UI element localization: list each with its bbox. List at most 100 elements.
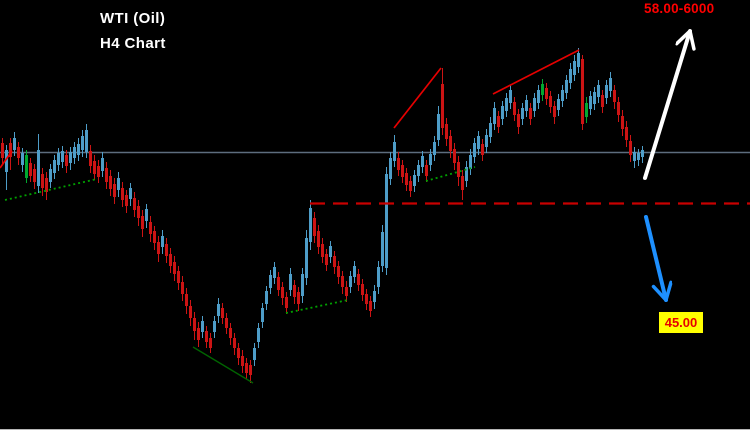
candle (429, 149, 432, 171)
candle (269, 270, 272, 294)
candle (501, 101, 504, 125)
candle (149, 216, 152, 242)
candle (601, 90, 604, 113)
candle (129, 183, 132, 206)
candle (297, 287, 300, 311)
candle (569, 63, 572, 89)
candle (417, 160, 420, 182)
candle (633, 147, 636, 168)
candle (397, 152, 400, 176)
candle (313, 212, 316, 243)
bearish-projection-arrow (644, 215, 666, 302)
candle (257, 323, 260, 348)
candle (301, 268, 304, 303)
support-price-label: 45.00 (659, 312, 703, 333)
candle (617, 97, 620, 122)
red-swing-high-trend-line (492, 49, 580, 95)
candle (89, 145, 92, 173)
candle (277, 272, 280, 296)
candle (333, 251, 336, 274)
candle (497, 111, 500, 133)
candle (541, 79, 544, 101)
candle (505, 93, 508, 117)
candle (37, 134, 40, 193)
candle (281, 282, 284, 305)
candle (609, 72, 612, 97)
candle (573, 55, 576, 81)
candle (361, 279, 364, 301)
candle (241, 350, 244, 373)
candle (465, 161, 468, 187)
candle (173, 256, 176, 281)
candle (25, 150, 28, 183)
candle (385, 167, 388, 275)
candle (221, 303, 224, 324)
candle (21, 148, 24, 172)
candle (457, 156, 460, 186)
candle (473, 138, 476, 163)
candle (305, 230, 308, 285)
candle (93, 155, 96, 180)
candle (593, 87, 596, 110)
candle (13, 132, 16, 156)
candle (553, 101, 556, 124)
candle (321, 238, 324, 263)
candle (101, 152, 104, 177)
candle (245, 358, 248, 379)
candle (229, 323, 232, 345)
candle (261, 303, 264, 328)
candle (441, 68, 444, 135)
candle (81, 130, 84, 157)
candle (425, 160, 428, 182)
candle (45, 172, 48, 200)
candle (249, 360, 252, 383)
candle (197, 322, 200, 347)
candle (641, 146, 644, 163)
candle (161, 230, 164, 254)
candle (289, 268, 292, 296)
candle (169, 248, 172, 273)
candle (125, 190, 128, 213)
candle (561, 85, 564, 107)
chart-title: WTI (Oil) H4 Chart (100, 6, 166, 56)
candle (285, 292, 288, 314)
candle (17, 142, 20, 165)
candle (413, 170, 416, 192)
candle (549, 91, 552, 113)
red-swing-high-trend-line (393, 67, 442, 129)
candle (1, 138, 4, 165)
candle (329, 241, 332, 263)
candle (453, 143, 456, 170)
candle (581, 55, 584, 130)
candle (121, 182, 124, 207)
candle (253, 343, 256, 366)
candle (485, 129, 488, 153)
candle (157, 236, 160, 262)
candle (533, 93, 536, 117)
candle (597, 80, 600, 103)
candle (373, 285, 376, 309)
candle (381, 225, 384, 272)
candle (401, 160, 404, 183)
candle (493, 102, 496, 130)
candle (33, 164, 36, 189)
candle (213, 316, 216, 338)
candle (625, 121, 628, 147)
candle (445, 118, 448, 146)
candle (585, 97, 588, 123)
candle (61, 146, 64, 168)
candle (545, 83, 548, 105)
candle (469, 149, 472, 175)
candle (629, 135, 632, 162)
candle (345, 281, 348, 302)
candle (449, 130, 452, 158)
candle (421, 151, 424, 173)
candle (153, 226, 156, 250)
candle (621, 110, 624, 136)
candle (613, 85, 616, 109)
candle (65, 150, 68, 173)
candle (557, 94, 560, 116)
candle (365, 289, 368, 310)
candle (49, 164, 52, 188)
